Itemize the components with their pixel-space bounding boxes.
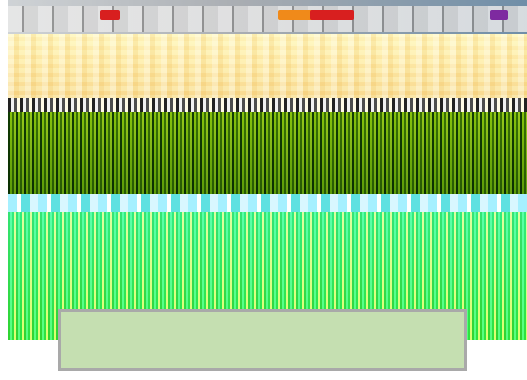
crowd-texture xyxy=(8,34,527,100)
pitch-upper xyxy=(8,112,527,196)
flag-red-2 xyxy=(310,10,354,20)
advertising-boards xyxy=(8,98,527,112)
stadium-roof xyxy=(8,6,527,32)
flag-purple xyxy=(490,10,508,20)
pitch-highlight-band xyxy=(8,194,527,212)
flag-orange xyxy=(278,10,320,20)
stadium-photo xyxy=(8,0,527,340)
crowd-stands xyxy=(8,34,527,100)
flag-red xyxy=(100,10,120,20)
caption-box xyxy=(58,309,467,371)
